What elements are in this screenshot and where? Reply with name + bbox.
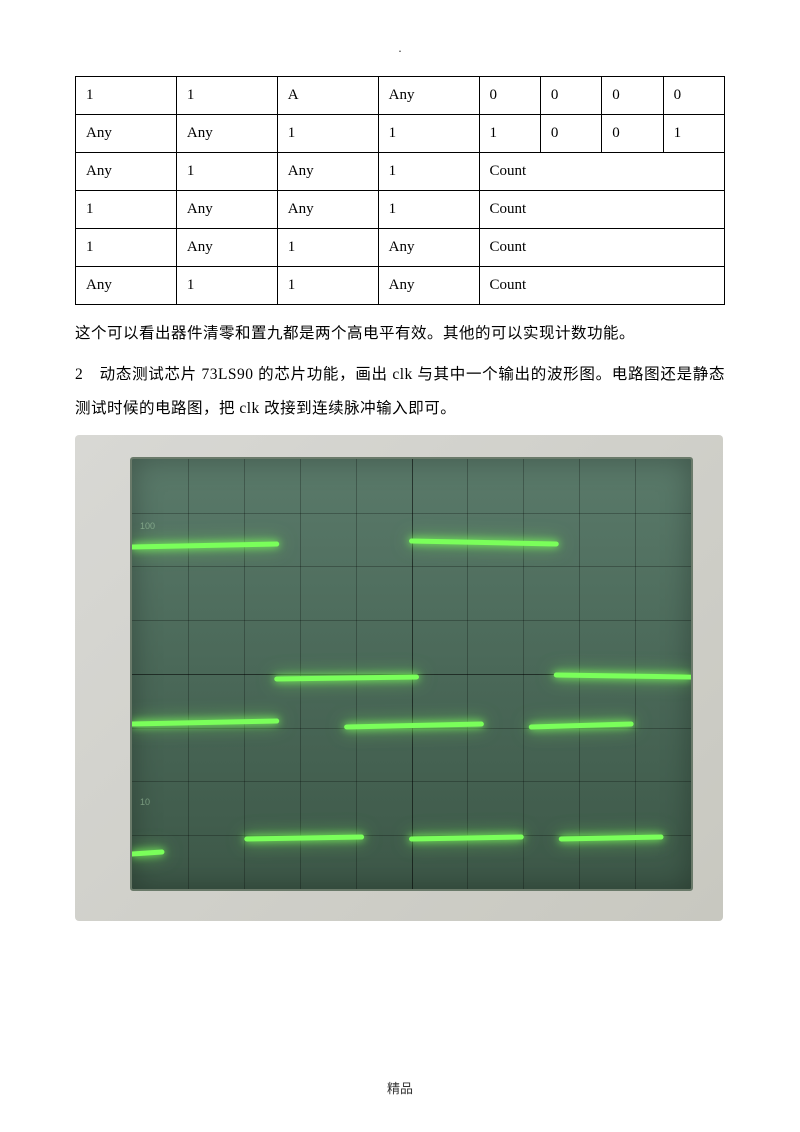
table-cell: Count [479,191,725,229]
table-cell: 0 [602,77,663,115]
table-row: 1Any1AnyCount [76,229,725,267]
table-cell: Any [378,77,479,115]
table-cell: Any [176,191,277,229]
table-row: Any11AnyCount [76,267,725,305]
footer-text: 精品 [0,1078,800,1097]
table-cell: Any [76,115,177,153]
table-cell: 1 [76,191,177,229]
table-cell: 1 [76,229,177,267]
table-cell: 1 [277,229,378,267]
table-cell: 1 [277,115,378,153]
table-row: 11AAny0000 [76,77,725,115]
table-cell: Any [176,229,277,267]
waveform-traces [132,459,691,889]
table-cell: 1 [378,115,479,153]
table-cell: Any [76,153,177,191]
table-cell: 1 [378,153,479,191]
table-row: AnyAny111001 [76,115,725,153]
table-cell: Any [76,267,177,305]
table-cell: 1 [378,191,479,229]
table-cell: 0 [602,115,663,153]
table-cell: 0 [540,115,601,153]
header-marker: . [75,40,725,56]
table-cell: 1 [663,115,724,153]
table-cell: Count [479,267,725,305]
table-cell: 1 [479,115,540,153]
table-cell: 0 [479,77,540,115]
table-cell: Any [277,191,378,229]
paragraph-1: 这个可以看出器件清零和置九都是两个高电平有效。其他的可以实现计数功能。 [75,317,725,350]
table-cell: 1 [176,153,277,191]
table-cell: 1 [76,77,177,115]
table-cell: Any [378,267,479,305]
table-cell: Any [176,115,277,153]
table-cell: 0 [663,77,724,115]
table-cell: 0 [540,77,601,115]
oscilloscope-screen: 100 10 [130,457,693,891]
table-row: 1AnyAny1Count [76,191,725,229]
truth-table: 11AAny0000AnyAny111001Any1Any1 Count1Any… [75,76,725,305]
table-cell: 1 [277,267,378,305]
table-cell: 1 [176,267,277,305]
oscilloscope-photo: 100 10 [75,435,723,921]
table-cell: A [277,77,378,115]
table-row: Any1Any1 Count [76,153,725,191]
table-cell: Any [378,229,479,267]
table-cell: Count [479,229,725,267]
table-cell: 1 [176,77,277,115]
table-cell: Count [479,153,725,191]
paragraph-2: 2 动态测试芯片 73LS90 的芯片功能，画出 clk 与其中一个输出的波形图… [75,358,725,425]
table-cell: Any [277,153,378,191]
